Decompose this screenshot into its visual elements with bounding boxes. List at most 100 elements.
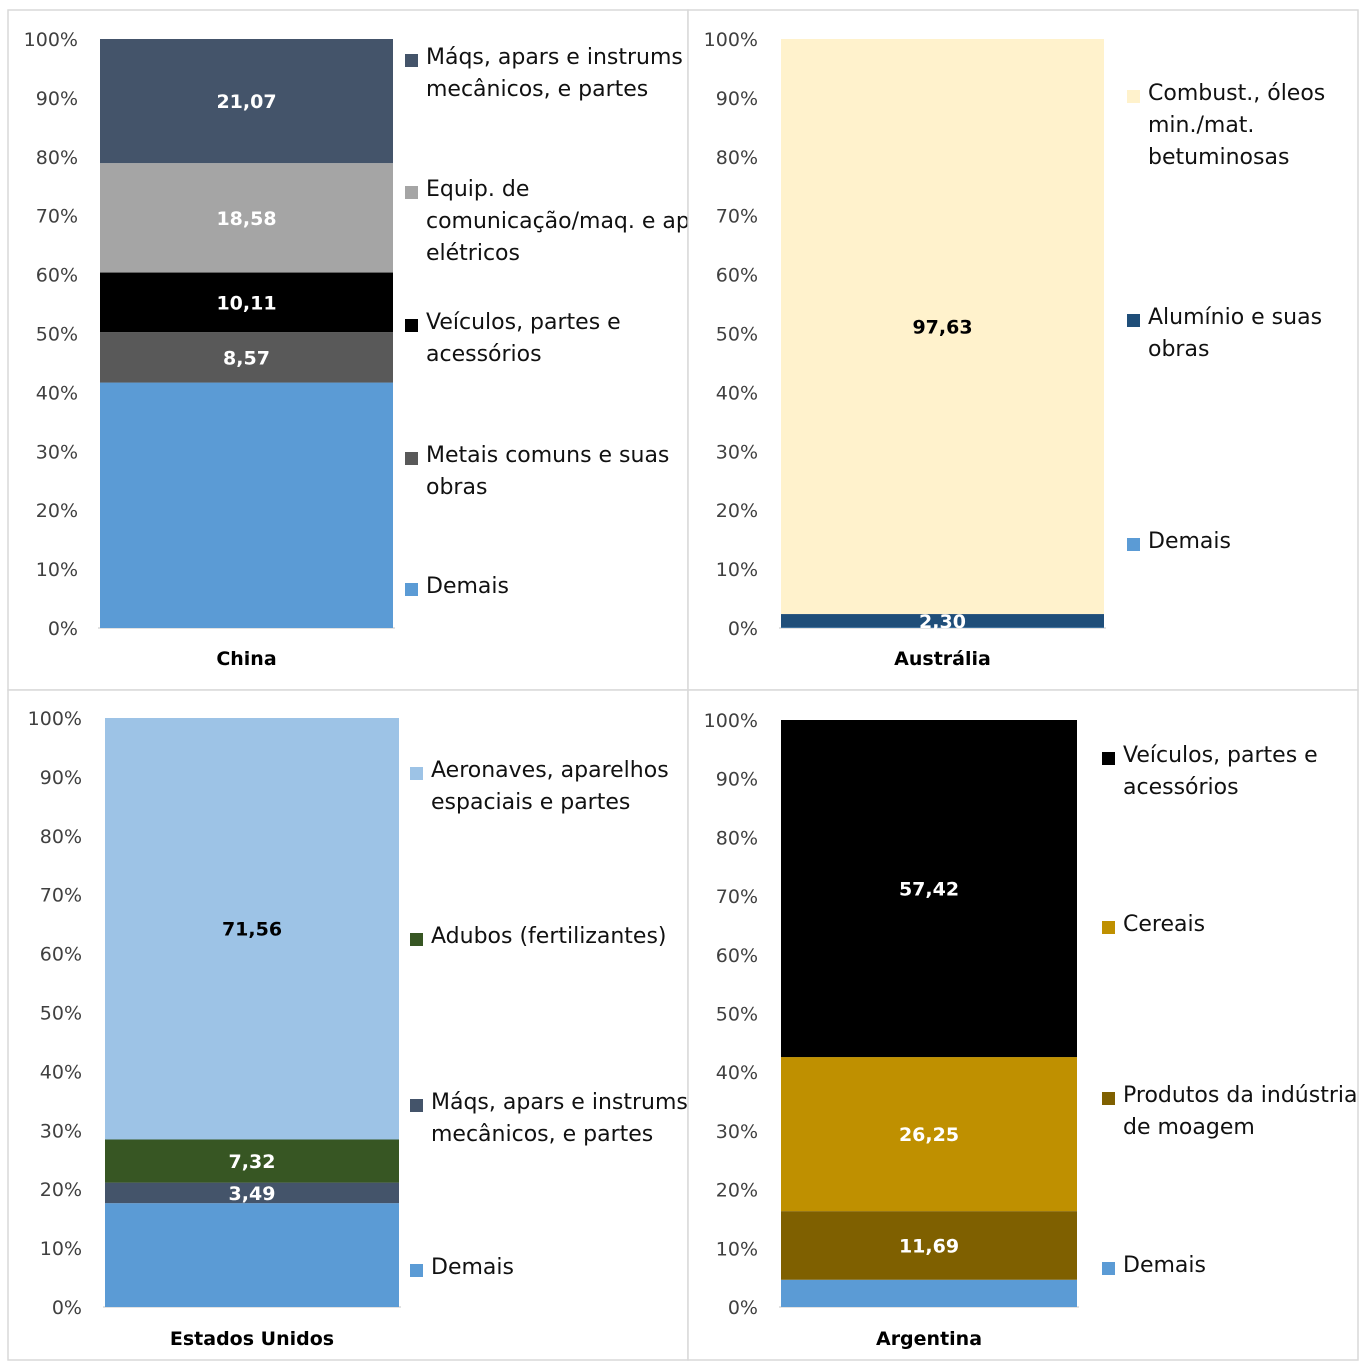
y-tick-label: 20% [716, 1180, 758, 1202]
y-tick-label: 100% [28, 708, 82, 730]
y-tick-label: 50% [716, 1004, 758, 1026]
legend-item-veiculos-partes-e-acessorios: Veículos, partes e acessórios [405, 310, 621, 367]
legend-item-veiculos-partes-e-acessorios: Veículos, partes e acessórios [1102, 743, 1318, 800]
chart-estados-unidos: 0% 10% 20% 30% 40% 50% 60% 70% 80% 90% 100% 3,49 7,3… [7, 689, 689, 1361]
legend-label: Adubos (fertilizantes) [431, 924, 667, 949]
legend-swatch [405, 186, 418, 199]
y-tick-label: 50% [40, 1003, 82, 1025]
legend-swatch [1127, 538, 1140, 551]
legend-label: Alumínio e suas obras [1148, 305, 1322, 362]
y-tick-label: 50% [716, 324, 758, 346]
y-tick-label: 100% [704, 710, 758, 732]
y-tick-label: 60% [36, 265, 78, 287]
category-label: Austrália [894, 648, 991, 670]
bar-segment-adubos-fertilizantes [105, 1139, 399, 1183]
legend-label: Metais comuns e suas obras [426, 443, 669, 500]
legend-swatch [410, 767, 423, 780]
data-label: 7,32 [229, 1151, 276, 1173]
legend-item-maqs-apars-e-instrums-mecanicos-e-partes: Máqs, apars e instrums mecânicos, e parte… [410, 1090, 688, 1147]
legend-label: Produtos da indústria de moagem [1123, 1083, 1357, 1140]
y-tick-label: 40% [40, 1061, 82, 1083]
y-tick-label: 100% [24, 29, 78, 51]
y-tick-label: 70% [36, 206, 78, 228]
y-tick-label: 80% [40, 826, 82, 848]
y-tick-label: 80% [36, 147, 78, 169]
y-tick-label: 0% [728, 618, 758, 640]
y-tick-label: 20% [716, 500, 758, 522]
legend-swatch [1102, 1092, 1115, 1105]
legend-item-produtos-da-industria-de-moagem: Produtos da indústria de moagem [1102, 1083, 1357, 1140]
y-tick-label: 60% [716, 265, 758, 287]
y-tick-label: 70% [40, 885, 82, 907]
legend-item-equip-de-comunicacao-maq-e-apar-eletricos: Equip. de comunicação/maq. e apar. elétric… [405, 177, 717, 266]
y-tick-label: 90% [716, 88, 758, 110]
chart-australia: 0% 10% 20% 30% 40% 50% 60% 70% 80% 90% 100% 2,30 97,… [687, 9, 1359, 691]
data-label: 10,11 [216, 292, 276, 314]
y-tick-label: 60% [716, 945, 758, 967]
bar-segment-equip-de-comunicacao-maq-e-apar-eletricos [100, 163, 393, 273]
legend-label: Veículos, partes e acessórios [426, 310, 621, 367]
bar-segment-cereais [781, 1057, 1077, 1212]
y-tick-label: 80% [716, 147, 758, 169]
legend-label: Demais [1148, 529, 1231, 554]
bar-segment-demais [781, 1279, 1077, 1307]
legend-item-maqs-apars-e-instrums-mecanicos-e-partes: Máqs, apars e instrums mecânicos, e parte… [405, 45, 683, 102]
data-label: 21,07 [216, 91, 276, 113]
chart-china: 0% 10% 20% 30% 40% 50% 60% 70% 80% 90% 100% 8,57 10,… [7, 9, 717, 691]
y-tick-label: 0% [52, 1297, 82, 1319]
bar-segment-metais-comuns-e-suas-obras [100, 332, 393, 383]
y-tick-label: 10% [716, 559, 758, 581]
legend-item-adubos-fertilizantes: Adubos (fertilizantes) [410, 924, 667, 949]
legend-label: Demais [426, 574, 509, 599]
legend-swatch [410, 933, 423, 946]
legend-item-aeronaves-aparelhos-espaciais-e-partes: Aeronaves, aparelhos espaciais e partes [410, 758, 669, 815]
legend-item-aluminio-e-suas-obras: Alumínio e suas obras [1127, 305, 1322, 362]
y-tick-label: 30% [716, 441, 758, 463]
category-label: Estados Unidos [170, 1328, 334, 1350]
y-tick-label: 0% [48, 618, 78, 640]
y-tick-label: 50% [36, 324, 78, 346]
bar-segment-aluminio-e-suas-obras [781, 614, 1104, 628]
legend-label: Demais [431, 1255, 514, 1280]
y-tick-label: 10% [36, 559, 78, 581]
data-label: 57,42 [899, 879, 959, 901]
data-label: 11,69 [899, 1235, 959, 1257]
legend-swatch [1127, 90, 1140, 103]
legend-swatch [405, 583, 418, 596]
data-label: 18,58 [216, 208, 276, 230]
y-tick-label: 20% [40, 1179, 82, 1201]
legend-swatch [405, 452, 418, 465]
legend-item-demais: Demais [1127, 529, 1231, 554]
bar-segment-veiculos-partes-e-acessorios [100, 272, 393, 333]
legend-swatch [1102, 921, 1115, 934]
bar-segment-veiculos-partes-e-acessorios [781, 720, 1077, 1058]
data-label: 71,56 [222, 919, 282, 941]
legend-label: Combust., óleos min./mat. betuminosas [1148, 81, 1325, 170]
y-tick-label: 30% [40, 1120, 82, 1142]
legend-item-cereais: Cereais [1102, 912, 1205, 937]
bar-segment-demais [105, 1203, 399, 1307]
y-tick-label: 10% [40, 1238, 82, 1260]
legend-swatch [1127, 314, 1140, 327]
legend-swatch [1102, 752, 1115, 765]
legend-label: Cereais [1123, 912, 1205, 937]
y-tick-label: 100% [704, 29, 758, 51]
data-label: 2,30 [919, 611, 966, 633]
chart-argentina: 0% 10% 20% 30% 40% 50% 60% 70% 80% 90% 100% 11,69 26… [687, 689, 1359, 1361]
y-tick-label: 20% [36, 500, 78, 522]
legend-label: Máqs, apars e instrums mecânicos, e parte… [426, 45, 683, 102]
y-tick-label: 40% [36, 382, 78, 404]
legend-swatch [405, 54, 418, 67]
y-tick-label: 10% [716, 1238, 758, 1260]
y-tick-label: 90% [40, 767, 82, 789]
legend-label: Demais [1123, 1253, 1206, 1278]
bar-segment-demais [100, 382, 393, 628]
legend-label: Equip. de comunicação/maq. e apar. elétric… [426, 177, 717, 266]
legend-item-metais-comuns-e-suas-obras: Metais comuns e suas obras [405, 443, 669, 500]
bar-segment-maqs-apars-e-instrums-mecanicos-e-partes [100, 39, 393, 164]
bar-segment-aeronaves-aparelhos-espaciais-e-partes [105, 718, 399, 1140]
legend-label: Máqs, apars e instrums mecânicos, e parte… [431, 1090, 688, 1147]
category-label: Argentina [876, 1328, 982, 1350]
y-tick-label: 90% [716, 769, 758, 791]
y-tick-label: 40% [716, 1062, 758, 1084]
